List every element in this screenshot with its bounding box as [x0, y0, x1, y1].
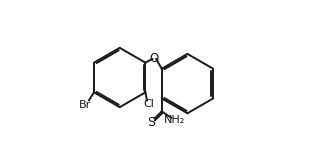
Text: NH₂: NH₂: [164, 115, 185, 125]
Text: Br: Br: [79, 100, 92, 110]
Text: O: O: [149, 52, 159, 65]
Text: Cl: Cl: [143, 99, 154, 109]
Text: S: S: [147, 116, 155, 129]
